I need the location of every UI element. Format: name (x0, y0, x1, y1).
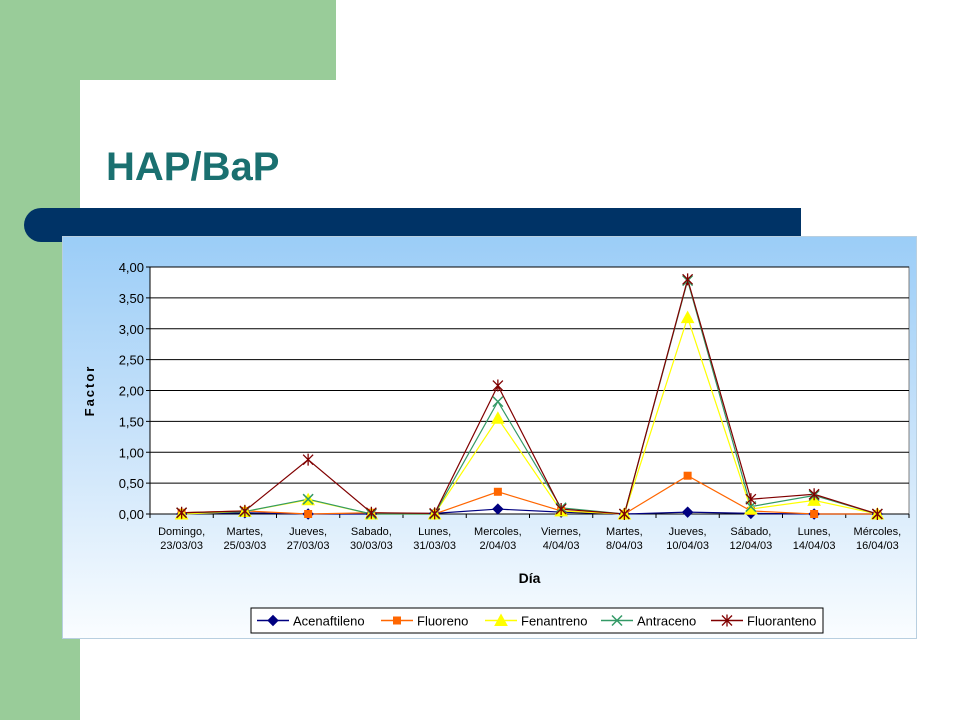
y-tick-label: 3,50 (119, 291, 144, 306)
y-tick-label: 2,00 (119, 384, 144, 399)
data-point-fluoranteno (302, 453, 314, 466)
x-tick-label: Mércoles, (854, 526, 902, 538)
y-tick-label: 0,50 (119, 476, 144, 491)
data-point-fluoreno (683, 471, 692, 480)
chart-area: 0,00 0,50 1,00 1,50 2,00 2,50 3,00 3,50 4,00 Domi… (62, 236, 917, 639)
data-point-antraceno (302, 493, 314, 505)
slide-title: HAP/BaP (106, 145, 280, 189)
x-tick-label: Lunes, (798, 526, 831, 538)
data-point-fluoranteno (871, 508, 883, 520)
data-point-fluoreno (810, 510, 819, 518)
x-tick-label: 31/03/03 (413, 540, 456, 552)
data-point-acenaftileno (681, 506, 694, 518)
x-tick-label: 25/03/03 (223, 540, 266, 552)
series-line-fluoranteno (181, 277, 878, 515)
data-point-fluoreno (493, 487, 502, 496)
line-chart: 0,00 0,50 1,00 1,50 2,00 2,50 3,00 3,50 4,00 Domi… (82, 260, 910, 634)
data-point-fluoranteno (618, 508, 630, 520)
legend-label-fluoranteno: Fluoranteno (747, 614, 816, 629)
data-point-fluoranteno (555, 503, 567, 516)
x-tick-label: 16/04/03 (856, 540, 899, 552)
x-tick-label: 8/04/03 (606, 540, 643, 552)
legend-marker-fenantreno (494, 613, 508, 626)
x-tick-label: 2/04/03 (480, 540, 517, 552)
data-point-fluoranteno (808, 488, 820, 501)
data-point-fluoranteno (682, 273, 694, 286)
x-tick-label: Viernes, (541, 526, 581, 538)
series-line-antraceno (181, 278, 878, 515)
x-axis-title: Día (519, 570, 541, 586)
x-tick-label: 23/03/03 (160, 540, 203, 552)
x-tick-label: 12/04/03 (729, 540, 772, 552)
data-point-acenaftileno (492, 503, 504, 515)
x-tick-label: Martes, (606, 526, 643, 538)
x-tick-label: 10/04/03 (666, 540, 709, 552)
data-point-fenantreno (680, 310, 695, 324)
data-point-fluoreno (304, 510, 313, 518)
x-tick-label: Sabado, (351, 526, 392, 538)
y-tick-label: 1,00 (119, 445, 144, 460)
x-tick-label: Jueves, (289, 526, 327, 538)
y-tick-label: 3,00 (119, 322, 144, 337)
y-axis-title: Factor (82, 365, 97, 417)
x-tick-label: 30/03/03 (350, 540, 393, 552)
series-line-fluoreno (181, 475, 878, 515)
y-tick-label: 4,00 (119, 260, 144, 275)
x-tick-label: 4/04/03 (543, 540, 580, 552)
decor-green-top (80, 0, 336, 80)
legend-label-antraceno: Antraceno (637, 614, 696, 629)
data-point-fenantreno (491, 411, 505, 424)
legend-marker-acenaftileno (267, 614, 279, 627)
x-tick-label: Jueves, (669, 526, 707, 538)
x-tick-label: Mercoles, (474, 526, 522, 538)
y-tick-label: 2,50 (119, 353, 144, 368)
legend-label-acenaftileno: Acenaftileno (293, 614, 365, 629)
legend-label-fluoreno: Fluoreno (417, 614, 468, 629)
y-tick-label: 0,00 (119, 507, 144, 522)
y-tick-label: 1,50 (119, 414, 144, 429)
x-tick-label: 27/03/03 (287, 540, 330, 552)
legend-marker-fluoreno (393, 616, 401, 625)
legend-marker-fluoranteno (721, 614, 733, 627)
data-point-fluoranteno (492, 379, 504, 392)
data-point-fluoranteno (365, 506, 377, 519)
x-tick-label: Sábado, (730, 526, 771, 538)
x-tick-label: Martes, (227, 526, 264, 538)
legend-label-fenantreno: Fenantreno (521, 614, 588, 629)
data-point-fluoranteno (176, 506, 188, 519)
data-point-fluoranteno (429, 507, 441, 520)
data-point-fluoranteno (745, 493, 757, 506)
legend-marker-antraceno (611, 614, 623, 627)
x-tick-label: Lunes, (418, 526, 451, 538)
x-tick-label: Domingo, (158, 526, 205, 538)
x-tick-label: 14/04/03 (793, 540, 836, 552)
data-point-fluoranteno (239, 504, 251, 517)
data-point-antraceno (492, 396, 504, 408)
